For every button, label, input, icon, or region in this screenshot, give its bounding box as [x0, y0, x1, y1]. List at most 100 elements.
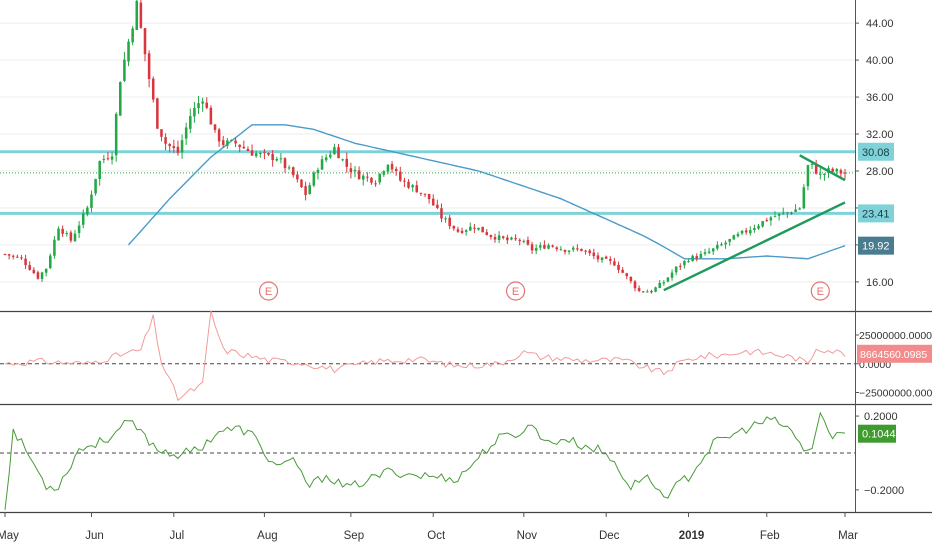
candle — [366, 172, 369, 182]
candle — [810, 163, 814, 169]
candle-body — [201, 101, 204, 104]
earnings-marker-circle[interactable] — [258, 281, 279, 301]
candle-body — [481, 226, 484, 233]
earnings-marker-circle[interactable] — [810, 281, 830, 301]
candle-body — [448, 217, 451, 227]
price-tick-label: 40.00 — [866, 55, 894, 67]
candle — [180, 134, 184, 159]
candle — [374, 180, 377, 187]
candle — [275, 156, 279, 162]
candle — [57, 226, 60, 241]
candle — [794, 204, 797, 213]
candle — [246, 146, 250, 152]
candle-body — [749, 230, 752, 234]
candle — [687, 258, 690, 263]
level-badge-label: 30.08 — [862, 147, 890, 159]
candle-body — [28, 265, 31, 270]
candle-body — [271, 154, 274, 161]
candle-body — [683, 260, 686, 266]
candle — [201, 97, 204, 112]
candle-body — [213, 124, 217, 130]
earnings-marker[interactable]: E — [258, 281, 279, 301]
candle — [213, 124, 217, 133]
candle — [489, 234, 493, 240]
candle — [123, 51, 126, 83]
candle-body — [567, 250, 571, 252]
candle-body — [73, 233, 77, 242]
candle-body — [464, 230, 468, 232]
candle — [551, 244, 554, 248]
candle-body — [814, 164, 818, 174]
candle-body — [588, 250, 591, 254]
candle — [287, 165, 291, 171]
candle-body — [77, 225, 81, 234]
horizontal-levels[interactable]: 30.08 23.41 — [0, 142, 894, 223]
time-axis[interactable]: May Jun Jul Aug Sep Oct Nov Dec 2019 Feb Mar — [0, 512, 858, 542]
candle — [189, 108, 192, 134]
time-tick-label: Mar — [838, 530, 858, 542]
candle-body — [135, 0, 139, 30]
candle — [90, 190, 93, 213]
candle — [806, 164, 810, 191]
candle-body — [703, 252, 707, 254]
candle — [353, 166, 357, 178]
candle — [769, 215, 773, 226]
candle-body — [65, 233, 69, 235]
earnings-marker[interactable]: E — [505, 281, 526, 301]
level-badge-label: 23.41 — [862, 208, 890, 220]
trendline[interactable] — [799, 154, 846, 182]
candle — [625, 272, 629, 280]
candle-body — [679, 265, 682, 267]
candle — [415, 180, 419, 193]
candle — [802, 184, 806, 210]
candle — [460, 227, 464, 235]
candle-body — [452, 225, 456, 229]
candle-body — [119, 82, 122, 116]
candle — [378, 173, 381, 185]
candle — [7, 253, 11, 260]
candle-body — [802, 187, 806, 209]
trendline[interactable] — [663, 201, 846, 292]
candle-body — [366, 176, 369, 178]
candle — [337, 144, 340, 159]
candle-body — [147, 53, 151, 80]
candle — [604, 255, 608, 259]
candle-body — [11, 255, 15, 257]
level-badge — [858, 204, 894, 223]
candle-body — [151, 78, 155, 100]
candle-body — [36, 272, 40, 279]
candle-body — [506, 237, 509, 241]
candle-body — [740, 230, 744, 234]
time-tick-label: Sep — [344, 530, 364, 542]
candle — [473, 223, 476, 234]
price-ticks: 16.0020.0024.0028.0032.0036.0040.0044.00… — [0, 18, 894, 289]
candle-body — [617, 264, 620, 270]
earnings-marker[interactable]: E — [810, 281, 830, 301]
candle — [765, 217, 769, 222]
candle — [382, 170, 386, 177]
candle — [283, 157, 287, 173]
candle-body — [423, 193, 427, 195]
candle — [106, 152, 110, 161]
candle — [172, 139, 176, 153]
candle — [164, 133, 167, 151]
candle — [320, 155, 324, 170]
candle-body — [197, 103, 200, 109]
candle — [11, 254, 15, 260]
candle-body — [666, 277, 670, 282]
candle-body — [349, 168, 353, 173]
candle-body — [407, 181, 410, 188]
candle-body — [444, 218, 447, 220]
earnings-marker-circle[interactable] — [505, 281, 526, 301]
osc1-tick-label: −25000000.0000 — [859, 388, 932, 400]
candle-body — [662, 282, 666, 284]
candle-body — [259, 152, 262, 154]
candle-body — [592, 252, 596, 257]
candle — [440, 203, 443, 223]
candle-body — [238, 144, 241, 148]
candle-body — [485, 232, 489, 235]
candle-body — [658, 282, 661, 288]
candle — [94, 178, 97, 196]
